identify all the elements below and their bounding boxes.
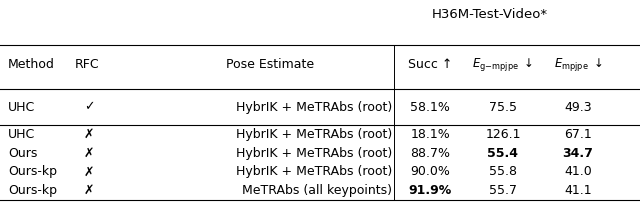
Text: $E_{\rm g\mathsf{-}mpjpe}$ $\downarrow$: $E_{\rm g\mathsf{-}mpjpe}$ $\downarrow$ [472,56,534,73]
Text: HybrIK + MeTRAbs (root): HybrIK + MeTRAbs (root) [236,147,392,160]
Text: ✗: ✗ [84,165,94,178]
Text: RFC: RFC [75,58,100,71]
Text: Ours: Ours [8,147,37,160]
Text: ✗: ✗ [84,147,94,160]
Text: 67.1: 67.1 [564,128,592,141]
Text: 18.1%: 18.1% [410,128,450,141]
Text: Ours-kp: Ours-kp [8,184,57,197]
Text: 88.7%: 88.7% [410,147,450,160]
Text: HybrIK + MeTRAbs (root): HybrIK + MeTRAbs (root) [236,165,392,178]
Text: HybrIK + MeTRAbs (root): HybrIK + MeTRAbs (root) [236,101,392,114]
Text: 75.5: 75.5 [489,101,517,114]
Text: 49.3: 49.3 [564,101,592,114]
Text: 91.9%: 91.9% [408,184,452,197]
Text: 34.7: 34.7 [563,147,593,160]
Text: MeTRAbs (all keypoints): MeTRAbs (all keypoints) [242,184,392,197]
Text: UHC: UHC [8,128,35,141]
Text: HybrIK + MeTRAbs (root): HybrIK + MeTRAbs (root) [236,128,392,141]
Text: Method: Method [8,58,55,71]
Text: 90.0%: 90.0% [410,165,450,178]
Text: 126.1: 126.1 [485,128,521,141]
Text: ✓: ✓ [84,101,94,114]
Text: 41.0: 41.0 [564,165,592,178]
Text: H36M-Test-Video*: H36M-Test-Video* [432,8,548,21]
Text: 55.8: 55.8 [489,165,517,178]
Text: 58.1%: 58.1% [410,101,450,114]
Text: 41.1: 41.1 [564,184,592,197]
Text: Succ ↑: Succ ↑ [408,58,452,71]
Text: UHC: UHC [8,101,35,114]
Text: 55.4: 55.4 [488,147,518,160]
Text: $E_{\rm mpjpe}$ $\downarrow$: $E_{\rm mpjpe}$ $\downarrow$ [554,56,602,73]
Text: Pose Estimate: Pose Estimate [226,58,314,71]
Text: Ours-kp: Ours-kp [8,165,57,178]
Text: ✗: ✗ [84,128,94,141]
Text: ✗: ✗ [84,184,94,197]
Text: 55.7: 55.7 [489,184,517,197]
